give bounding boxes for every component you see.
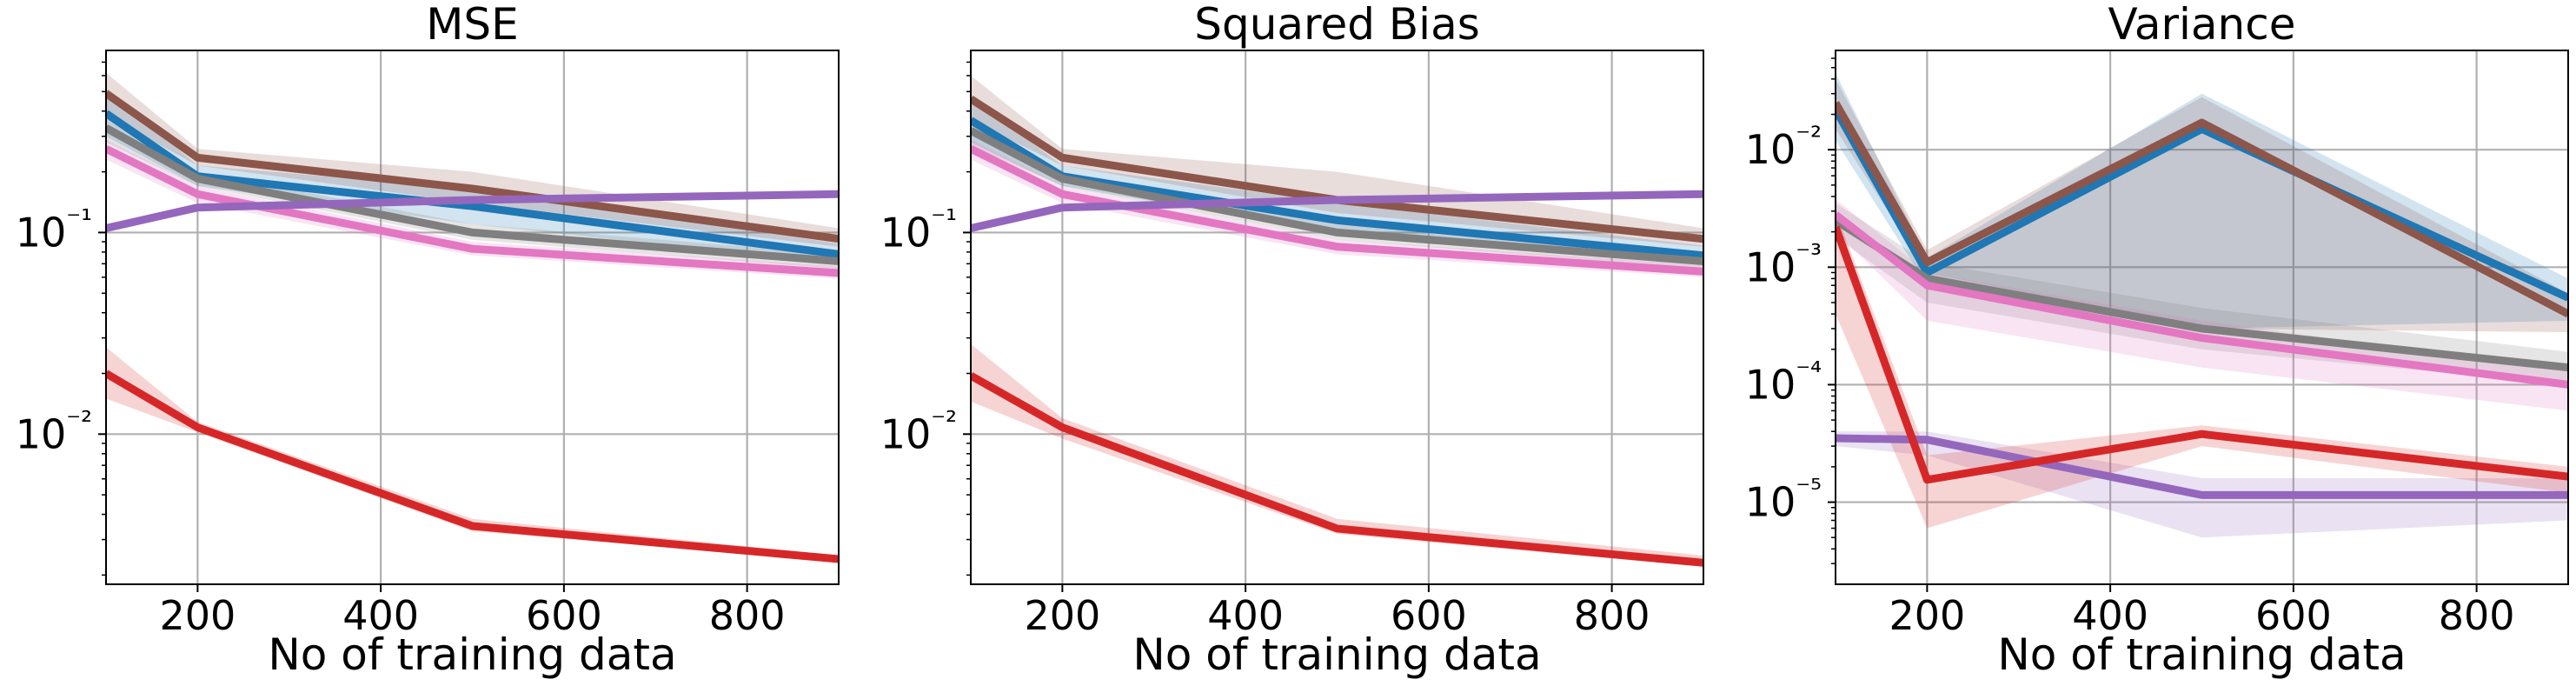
series-line <box>971 117 1703 260</box>
chart-title: MSE <box>426 0 518 50</box>
series-band <box>1836 72 2568 329</box>
y-tick-label: 10⁻³ <box>1745 237 1822 290</box>
grid <box>971 50 1703 584</box>
x-tick-label: 200 <box>159 592 236 639</box>
x-tick-label: 600 <box>1391 592 1467 639</box>
axes-frame <box>1835 50 2569 585</box>
series-line <box>971 95 1703 243</box>
series-line <box>106 110 839 258</box>
chart-title: Squared Bias <box>1194 0 1480 50</box>
series-line <box>1836 434 2568 499</box>
series-band <box>1836 203 2568 385</box>
y-tick-label: 10⁻¹ <box>880 203 957 256</box>
series-band <box>1836 210 2568 529</box>
plot-area <box>1836 72 2568 538</box>
series-band <box>106 72 839 247</box>
series-line <box>1836 107 2568 302</box>
series-line <box>1836 211 2568 389</box>
y-tick-label: 10⁻⁵ <box>1745 473 1822 526</box>
series-band <box>1836 78 2568 333</box>
plot-area <box>106 72 839 563</box>
chart-panel-1: 200 400 600 800 10⁻² 10⁻¹ MSE No of training da… <box>16 0 840 680</box>
x-tick-label: 200 <box>1889 592 1965 639</box>
series-line <box>106 190 839 232</box>
series-line <box>971 145 1703 276</box>
y-tick-label: 10⁻² <box>1745 120 1822 173</box>
plot-area <box>971 75 1703 567</box>
chart-title: Variance <box>2108 0 2296 50</box>
y-tick-label: 10⁻² <box>880 404 957 457</box>
series-band <box>971 75 1703 247</box>
series-line <box>106 90 839 243</box>
chart-panel-2: 200 400 600 800 10⁻² 10⁻¹ Squared Bias No of tr… <box>880 0 1704 680</box>
y-tick-label: 10⁻² <box>16 404 92 457</box>
grid <box>1836 50 2568 584</box>
series-band <box>971 343 1703 567</box>
x-tick-label: 200 <box>1024 592 1100 639</box>
x-axis-label: No of training data <box>1132 629 1541 680</box>
series-band <box>106 88 839 264</box>
chart-panel-3: 200 400 600 800 10⁻⁵ 10⁻⁴ 10⁻³ 10⁻² Variance No o… <box>1745 0 2569 680</box>
series-line <box>1836 101 2568 318</box>
x-tick-label: 800 <box>709 592 786 639</box>
series-line <box>971 190 1703 232</box>
x-axis-label: No of training data <box>268 629 676 680</box>
grid <box>106 50 839 584</box>
x-tick-label: 400 <box>2072 592 2148 639</box>
x-tick-label: 400 <box>1207 592 1284 639</box>
x-tick-label: 800 <box>1574 592 1650 639</box>
axes-frame <box>970 50 1704 585</box>
axes-frame <box>105 50 840 585</box>
x-tick-label: 400 <box>342 592 419 639</box>
x-tick-label: 600 <box>2255 592 2332 639</box>
x-tick-label: 600 <box>526 592 602 639</box>
series-line <box>106 145 839 277</box>
y-tick-label: 10⁻¹ <box>16 203 92 256</box>
x-tick-label: 800 <box>2439 592 2515 639</box>
x-axis-label: No of training data <box>1997 629 2406 680</box>
series-line <box>971 372 1703 567</box>
series-line <box>1836 225 2568 484</box>
y-tick-label: 10⁻⁴ <box>1745 355 1822 408</box>
series-line <box>106 370 839 563</box>
